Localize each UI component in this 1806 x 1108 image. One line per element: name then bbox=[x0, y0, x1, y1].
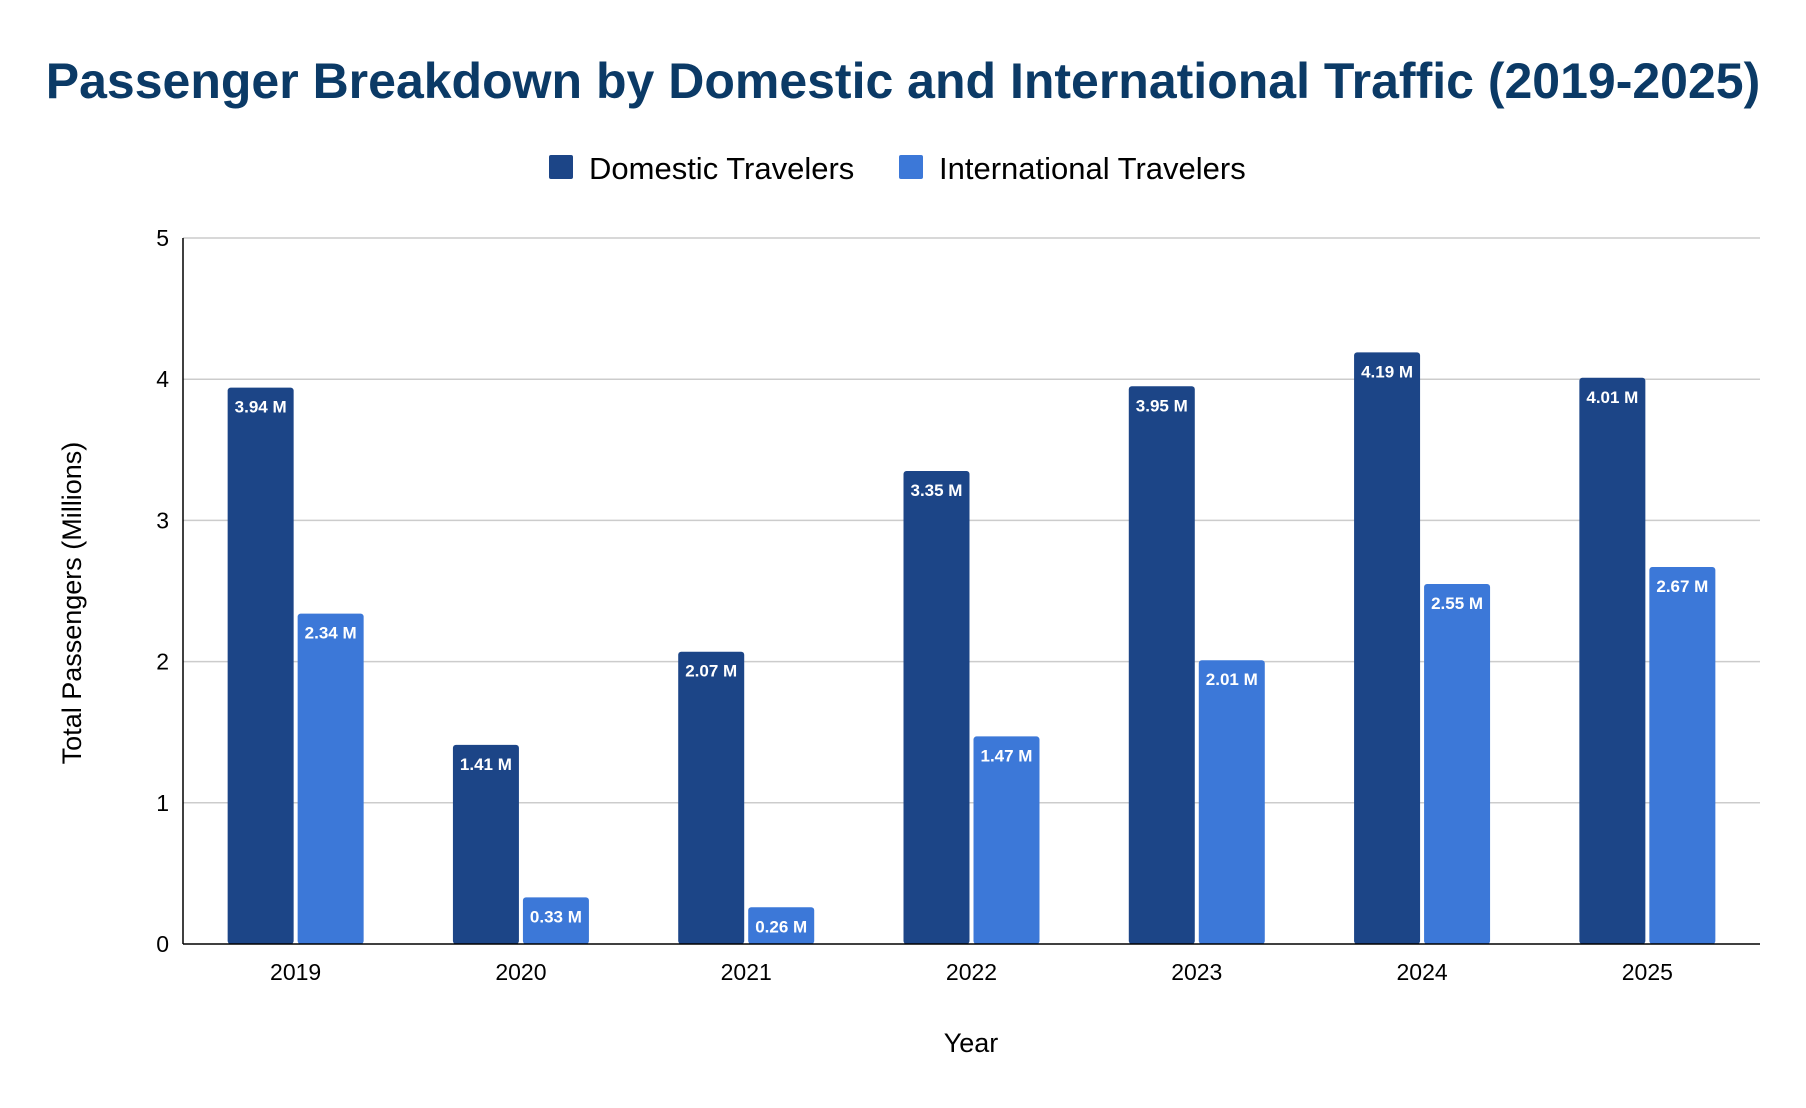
data-label: 2.01 M bbox=[1206, 670, 1258, 689]
bar-domestic bbox=[1354, 352, 1421, 944]
data-label: 3.94 M bbox=[235, 398, 287, 417]
bar-domestic bbox=[227, 387, 294, 944]
legend-swatch-domestic bbox=[549, 155, 573, 179]
bar-international bbox=[297, 613, 364, 944]
x-tick-label: 2021 bbox=[721, 959, 772, 985]
bar-domestic bbox=[903, 470, 970, 944]
bars bbox=[227, 352, 1716, 945]
x-tick-label: 2025 bbox=[1622, 959, 1673, 985]
legend-label-international: International Travelers bbox=[939, 151, 1246, 186]
data-label: 1.47 M bbox=[981, 746, 1033, 765]
axes bbox=[182, 238, 1760, 945]
bar-domestic bbox=[1128, 386, 1195, 944]
bar-international bbox=[973, 736, 1040, 944]
y-tick-label: 2 bbox=[156, 649, 169, 675]
legend-label-domestic: Domestic Travelers bbox=[589, 151, 854, 186]
bar-international bbox=[1198, 660, 1265, 944]
x-axis-title: Year bbox=[944, 1028, 999, 1058]
y-axis-title: Total Passengers (Millions) bbox=[57, 442, 87, 765]
data-label: 0.33 M bbox=[530, 907, 582, 926]
x-tick-label: 2020 bbox=[495, 959, 546, 985]
bar-domestic bbox=[1579, 377, 1646, 945]
data-label: 2.67 M bbox=[1656, 577, 1708, 596]
data-label: 1.41 M bbox=[460, 755, 512, 774]
bar-international bbox=[522, 897, 589, 944]
data-label: 0.26 M bbox=[755, 917, 807, 936]
chart-title: Passenger Breakdown by Domestic and Inte… bbox=[46, 53, 1760, 109]
x-axis-ticks: 2019 2020 2021 2022 2023 2024 2025 bbox=[270, 959, 1673, 985]
data-labels: 3.94 M 2.34 M 1.41 M 0.33 M 2.07 M 0.26 M 3.35… bbox=[235, 362, 1709, 936]
bar-international bbox=[1649, 566, 1716, 944]
data-label: 4.19 M bbox=[1361, 362, 1413, 381]
data-label: 3.95 M bbox=[1136, 396, 1188, 415]
bar-international bbox=[748, 907, 815, 944]
y-tick-label: 3 bbox=[156, 507, 169, 533]
x-tick-label: 2024 bbox=[1396, 959, 1447, 985]
x-tick-label: 2019 bbox=[270, 959, 321, 985]
legend-swatch-international bbox=[899, 155, 923, 179]
y-axis-ticks: 0 1 2 3 4 5 bbox=[156, 225, 169, 957]
gridlines bbox=[183, 237, 1760, 804]
legend: Domestic Travelers International Travele… bbox=[549, 151, 1246, 186]
y-tick-label: 5 bbox=[156, 225, 169, 251]
data-label: 2.34 M bbox=[305, 624, 357, 643]
data-label: 2.55 M bbox=[1431, 594, 1483, 613]
x-tick-label: 2023 bbox=[1171, 959, 1222, 985]
x-tick-label: 2022 bbox=[946, 959, 997, 985]
y-tick-label: 0 bbox=[156, 931, 169, 957]
y-tick-label: 4 bbox=[156, 366, 169, 392]
data-label: 2.07 M bbox=[685, 662, 737, 681]
bar-domestic bbox=[452, 744, 519, 944]
bar-domestic bbox=[678, 651, 745, 944]
data-label: 3.35 M bbox=[911, 481, 963, 500]
data-label: 4.01 M bbox=[1586, 388, 1638, 407]
bar-international bbox=[1424, 583, 1491, 944]
y-tick-label: 1 bbox=[156, 790, 169, 816]
